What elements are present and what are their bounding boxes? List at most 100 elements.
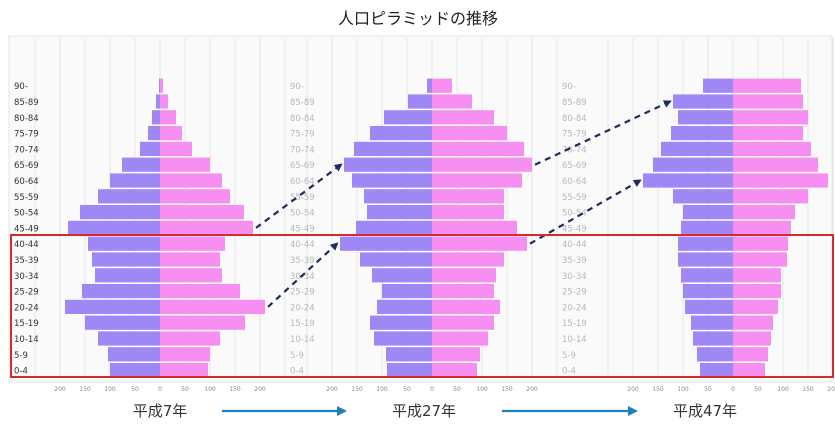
x-tick-label: 150 (351, 386, 363, 393)
female-bar (160, 299, 265, 314)
male-bar (387, 363, 432, 378)
pyramid-bars (65, 78, 828, 378)
x-tick-label: 0 (430, 386, 434, 393)
female-bar (733, 141, 811, 156)
cohort-arrow (534, 100, 672, 166)
age-group-label: 60-64 (290, 177, 315, 187)
male-bar (377, 299, 432, 314)
age-group-label: 5-9 (14, 351, 28, 361)
female-bar (432, 220, 517, 235)
age-group-label: 35-39 (290, 256, 315, 266)
female-bar (160, 331, 220, 346)
male-bar (360, 252, 432, 267)
x-tick-label: 100 (677, 386, 689, 393)
male-bar (673, 189, 733, 204)
age-group-label: 75-79 (562, 130, 587, 140)
female-bar (432, 94, 472, 109)
male-bar (68, 220, 160, 235)
male-bar (382, 284, 432, 299)
female-bar (733, 347, 768, 362)
male-bar (661, 141, 733, 156)
female-bar (160, 126, 182, 141)
female-bar (160, 347, 210, 362)
x-tick-label: 150 (501, 386, 513, 393)
x-tick-label: 150 (229, 386, 241, 393)
age-group-label: 60-64 (14, 177, 39, 187)
x-tick-label: 100 (777, 386, 789, 393)
male-bar (148, 126, 160, 141)
age-group-label: 15-19 (562, 319, 587, 329)
age-group-label: 5-9 (562, 351, 576, 361)
male-bar (372, 268, 432, 283)
age-group-label: 15-19 (290, 319, 315, 329)
x-tick-label: 200 (526, 386, 538, 393)
male-bar (98, 331, 160, 346)
female-bar (733, 331, 771, 346)
age-group-label: 75-79 (14, 130, 39, 140)
male-bar (156, 94, 160, 109)
x-tick-label: 200 (254, 386, 266, 393)
male-bar (678, 252, 733, 267)
female-bar (160, 205, 244, 220)
male-bar (98, 189, 160, 204)
age-group-label: 70-74 (14, 145, 39, 155)
female-bar (160, 220, 253, 235)
age-group-label: 80-84 (290, 114, 315, 124)
female-bar (733, 110, 808, 125)
female-bar (733, 157, 818, 172)
female-bar (432, 299, 500, 314)
female-bar (733, 94, 803, 109)
age-group-label: 50-54 (14, 209, 39, 219)
male-bar (653, 157, 733, 172)
cohort-arrows (255, 100, 672, 308)
female-bar (432, 110, 494, 125)
chart-title: 人口ピラミッドの推移 (338, 9, 498, 28)
female-bar (160, 157, 210, 172)
male-bar (367, 205, 432, 220)
x-tick-label: 0 (158, 386, 162, 393)
age-group-label: 40-44 (14, 240, 39, 250)
x-tick-label: 200 (326, 386, 338, 393)
female-bar (733, 363, 765, 378)
male-bar (700, 363, 733, 378)
x-tick-label: 100 (104, 386, 116, 393)
male-bar (95, 268, 160, 283)
male-bar (386, 347, 432, 362)
x-tick-label: 150 (802, 386, 814, 393)
male-bar (110, 363, 160, 378)
timeline-label: 平成47年 (673, 402, 737, 420)
female-bar (432, 284, 494, 299)
female-bar (733, 268, 781, 283)
female-bar (432, 173, 522, 188)
age-group-label: 40-44 (290, 240, 315, 250)
age-group-label: 35-39 (562, 256, 587, 266)
age-group-label: 35-39 (14, 256, 39, 266)
male-bar (693, 331, 733, 346)
female-bar (432, 236, 527, 251)
age-group-label: 25-29 (562, 288, 587, 298)
male-bar (685, 299, 733, 314)
age-group-label: 30-34 (14, 272, 39, 282)
age-group-label: 55-59 (562, 193, 587, 203)
highlight-box (10, 234, 834, 378)
male-bar (384, 110, 432, 125)
female-bar (733, 173, 828, 188)
female-bar (432, 315, 494, 330)
male-bar (703, 78, 733, 93)
male-bar (408, 94, 432, 109)
male-bar (678, 110, 733, 125)
female-bar (432, 347, 480, 362)
female-bar (160, 173, 222, 188)
male-bar (673, 94, 733, 109)
female-bar (733, 220, 791, 235)
x-tick-label: 100 (376, 386, 388, 393)
male-bar (370, 315, 432, 330)
female-bar (160, 268, 222, 283)
male-bar (683, 205, 733, 220)
female-bar (733, 252, 787, 267)
age-group-label: 10-14 (290, 335, 315, 345)
age-group-label: 65-69 (290, 161, 315, 171)
male-bar (671, 126, 733, 141)
female-bar (432, 363, 477, 378)
